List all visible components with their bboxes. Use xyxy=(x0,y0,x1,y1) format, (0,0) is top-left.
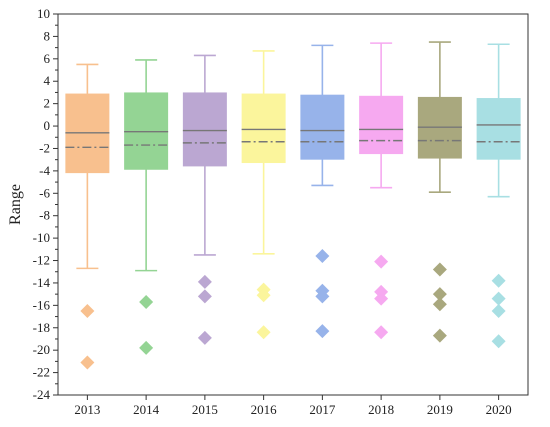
y-tick-label: -14 xyxy=(33,275,51,290)
outlier-2020-1 xyxy=(491,291,506,306)
outlier-2019-3 xyxy=(432,328,447,343)
y-tick-label: -24 xyxy=(33,387,51,402)
outlier-2020-2 xyxy=(491,303,506,318)
y-tick-label: -4 xyxy=(39,163,50,178)
outlier-2015-1 xyxy=(197,289,212,304)
outlier-2018-0 xyxy=(374,254,389,269)
outlier-2019-1 xyxy=(432,287,447,302)
outlier-2018-3 xyxy=(374,325,389,340)
outlier-2016-2 xyxy=(256,325,271,340)
y-tick-label: -2 xyxy=(39,140,50,155)
y-tick-label: -18 xyxy=(33,320,50,335)
box-2015 xyxy=(182,92,227,167)
x-tick-label: 2017 xyxy=(309,402,336,417)
plot-frame xyxy=(57,13,529,396)
outlier-2017-2 xyxy=(315,289,330,304)
y-axis-title: Range xyxy=(7,184,24,225)
outlier-2014-0 xyxy=(139,294,154,309)
outlier-2016-1 xyxy=(256,288,271,303)
box-2016 xyxy=(241,93,286,164)
y-tick-label: -10 xyxy=(33,230,50,245)
box-2017 xyxy=(300,94,345,160)
x-tick-label: 2016 xyxy=(251,402,278,417)
outlier-2013-1 xyxy=(80,355,95,370)
y-tick-label: 2 xyxy=(44,96,51,111)
x-tick-label: 2019 xyxy=(427,402,453,417)
x-tick-label: 2015 xyxy=(192,402,218,417)
y-tick-label: 0 xyxy=(44,118,51,133)
y-tick-label: -8 xyxy=(39,208,50,223)
x-tick-label: 2014 xyxy=(133,402,160,417)
y-tick-label: 10 xyxy=(37,6,50,21)
outlier-2019-2 xyxy=(432,297,447,312)
outlier-2020-3 xyxy=(491,334,506,349)
outlier-2013-0 xyxy=(80,303,95,318)
y-tick-label: 6 xyxy=(44,51,51,66)
outlier-2017-0 xyxy=(315,249,330,264)
plot-area: 10 8 6 4 2 0 -2 -4 -6 -8 -10 -12 -14 -16 -18 -20 -22 -24 2… xyxy=(33,6,529,417)
y-tick-label: -16 xyxy=(33,297,51,312)
y-tick-label: 8 xyxy=(44,28,51,43)
outlier-2014-1 xyxy=(139,340,154,355)
outlier-2015-0 xyxy=(197,274,212,289)
y-tick-label: -6 xyxy=(39,185,50,200)
outlier-2018-2 xyxy=(374,291,389,306)
y-tick-label: 4 xyxy=(44,73,51,88)
y-tick-label: -22 xyxy=(33,365,50,380)
outlier-2015-2 xyxy=(197,330,212,345)
x-tick-label: 2018 xyxy=(368,402,394,417)
x-tick-label: 2020 xyxy=(486,402,512,417)
box-2020 xyxy=(476,98,521,160)
outlier-2017-3 xyxy=(315,324,330,339)
x-tick-label: 2013 xyxy=(74,402,100,417)
outlier-2020-0 xyxy=(491,273,506,288)
outlier-2019-0 xyxy=(432,262,447,277)
y-tick-label: -20 xyxy=(33,342,50,357)
box-2018 xyxy=(359,95,404,155)
y-tick-label: -12 xyxy=(33,253,50,268)
